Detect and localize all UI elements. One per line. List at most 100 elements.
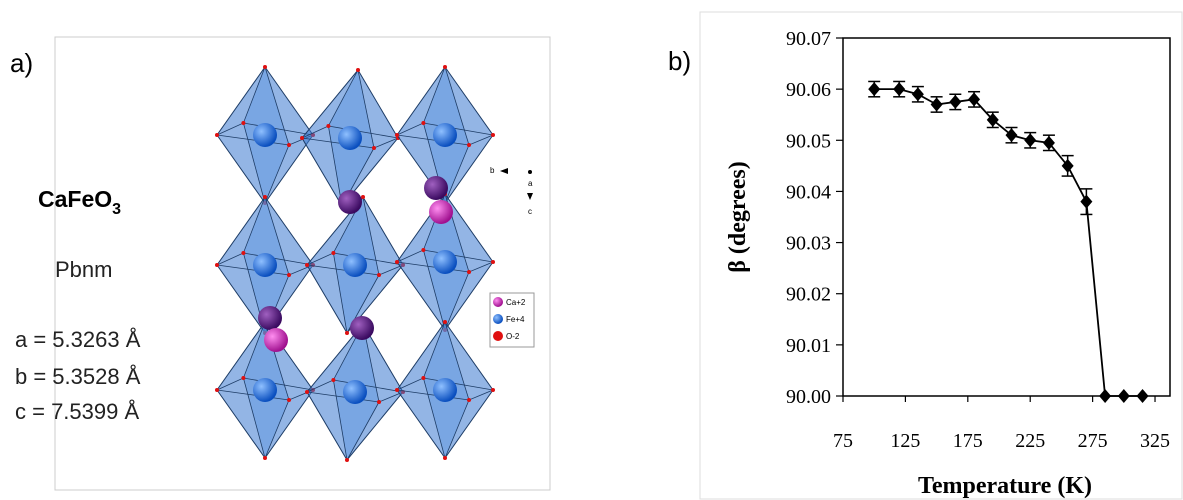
oxygen [395,388,399,392]
axis-letter: a [528,179,533,188]
iron [338,126,362,150]
panel-frame [54,36,551,491]
formula-base: CaFeO [38,186,112,212]
lattice-param: b = 5.3528 Å [15,364,141,389]
y-tick-label: 90.06 [786,79,831,101]
formula: CaFeO3 [38,186,121,218]
axis-dot [528,170,532,174]
y-tick-label: 90.04 [786,181,831,203]
oxygen [491,388,495,392]
data-point [1042,135,1055,150]
data-point [1061,158,1074,173]
lattice-param: c = 7.5399 Å [15,399,139,424]
oxygen [241,251,246,255]
x-tick-label: 275 [1078,430,1108,452]
oxygen [421,121,426,125]
arrow [527,193,533,200]
calcium [350,316,374,340]
oxygen [345,331,349,335]
oxygen [215,263,219,267]
oxygen [421,248,426,252]
calcium [258,306,282,330]
calcium [338,190,362,214]
legend-label: Fe+4 [506,315,525,324]
oxygen [263,65,267,69]
calcium [264,328,288,352]
iron [343,253,367,277]
oxygen [263,195,267,199]
oxygen [467,270,471,274]
data-point [1080,194,1093,209]
arrow [500,168,508,174]
x-tick-label: 75 [833,430,853,452]
oxygen [215,388,219,392]
oxygen [395,133,399,137]
iron [433,250,457,274]
axis-letter: b [490,166,495,175]
oxygen [345,458,349,462]
iron [253,123,277,147]
data-point [986,112,999,127]
legend-swatch [493,331,503,341]
oxygen [372,146,376,150]
legend-label: Ca+2 [506,298,526,307]
oxygen [377,400,381,404]
data-point [930,97,943,112]
oxygen [331,251,336,255]
y-tick-label: 90.03 [786,233,831,255]
y-tick-label: 90.00 [786,386,831,408]
oxygen [305,263,309,267]
data-point [868,82,881,97]
oxygen [467,398,471,402]
y-axis-title: β (degrees) [725,161,751,273]
iron [433,123,457,147]
oxygen [467,143,471,147]
x-tick-label: 225 [1015,430,1045,452]
data-point [949,94,962,109]
formula-subscript: 3 [112,201,121,218]
oxygen [305,390,309,394]
oxygen [395,260,399,264]
data-point [893,82,906,97]
oxygen [300,136,304,140]
y-tick-label: 90.07 [786,28,831,50]
axis-letter: c [528,207,532,216]
y-tick-label: 90.05 [786,130,831,152]
oxygen [263,456,267,460]
oxygen [241,121,246,125]
iron [433,378,457,402]
data-point [1117,389,1130,403]
iron [253,253,277,277]
structure-legend: Ca+2 Fe+4 O-2 [489,292,535,348]
axis-triad: b a c [490,166,533,216]
x-tick-label: 325 [1140,430,1170,452]
x-axis-title: Temperature (K) [918,473,1092,499]
oxygen [326,124,331,128]
oxygen [443,320,447,324]
panel-label: a) [10,48,33,78]
oxygen [241,376,246,380]
space-group: Pbnm [55,257,112,282]
iron [343,380,367,404]
oxygen [356,68,360,72]
data-point [1136,389,1149,403]
oxygen [215,133,219,137]
plot-frame [842,37,1171,397]
data-point [1024,133,1037,148]
oxygen [331,378,336,382]
data-point [1099,389,1112,403]
oxygen [287,398,291,402]
panel-frame [699,11,1183,500]
oxygen [443,65,447,69]
panel-label: b) [668,46,691,76]
oxygen [287,273,291,277]
legend-swatch [493,314,503,324]
y-tick-label: 90.01 [786,335,831,357]
oxygen [361,195,365,199]
iron [253,378,277,402]
oxygen [491,133,495,137]
calcium [424,176,448,200]
data-point [968,92,981,107]
oxygen [443,456,447,460]
